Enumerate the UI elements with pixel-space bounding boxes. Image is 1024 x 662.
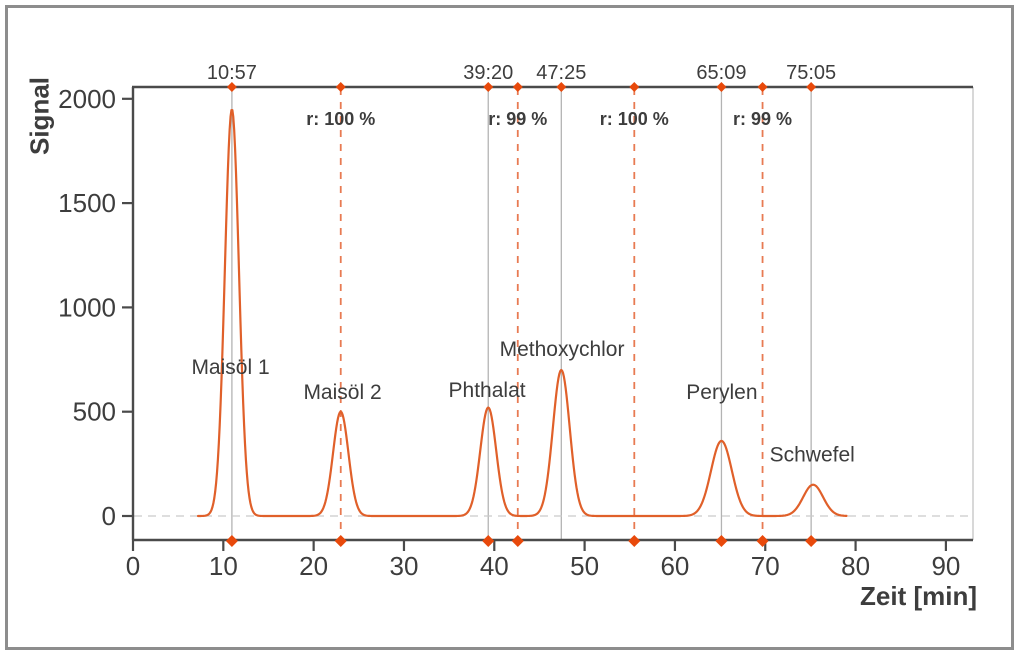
retention-time-label: 65:09 bbox=[696, 62, 746, 84]
y-tick-label: 0 bbox=[102, 501, 116, 531]
x-tick-label: 0 bbox=[126, 551, 140, 581]
y-tick-label: 500 bbox=[73, 397, 116, 427]
diamond-marker-icon bbox=[629, 82, 640, 92]
recovery-rate-label: r: 99 % bbox=[733, 109, 792, 129]
diamond-marker-icon bbox=[628, 535, 641, 547]
diamond-marker-icon bbox=[483, 82, 494, 92]
retention-time-label: 39:20 bbox=[463, 62, 513, 84]
diamond-marker-icon bbox=[806, 82, 817, 92]
diamond-marker-icon bbox=[715, 535, 728, 547]
peak-label: Maisöl 2 bbox=[303, 381, 381, 404]
diamond-marker-icon bbox=[482, 535, 495, 547]
diamond-marker-icon bbox=[556, 82, 567, 92]
peak-label: Methoxychlor bbox=[500, 338, 625, 361]
x-tick-label: 80 bbox=[841, 551, 870, 581]
x-tick-label: 40 bbox=[480, 551, 509, 581]
recovery-rate-label: r: 100 % bbox=[600, 109, 669, 129]
diamond-marker-icon bbox=[225, 535, 238, 547]
x-tick-label: 20 bbox=[299, 551, 328, 581]
diamond-marker-icon bbox=[805, 535, 818, 547]
x-tick-label: 50 bbox=[570, 551, 599, 581]
peak-label: Maisöl 1 bbox=[191, 356, 269, 379]
y-tick-label: 1000 bbox=[58, 292, 116, 322]
recovery-rate-label: r: 100 % bbox=[306, 109, 375, 129]
diamond-marker-icon bbox=[757, 82, 768, 92]
y-tick-label: 2000 bbox=[58, 84, 116, 114]
retention-time-label: 47:25 bbox=[536, 62, 586, 84]
x-tick-label: 60 bbox=[660, 551, 689, 581]
diamond-marker-icon bbox=[756, 535, 769, 547]
diamond-marker-icon bbox=[511, 535, 524, 547]
retention-time-label: 10:57 bbox=[207, 62, 257, 84]
diamond-marker-icon bbox=[512, 82, 523, 92]
diamond-marker-icon bbox=[334, 535, 347, 547]
peak-label: Schwefel bbox=[770, 443, 855, 466]
diamond-marker-icon bbox=[716, 82, 727, 92]
diamond-marker-icon bbox=[226, 82, 237, 92]
chromatogram-curve bbox=[196, 108, 848, 518]
x-tick-label: 30 bbox=[390, 551, 419, 581]
x-axis-title: Zeit [min] bbox=[860, 581, 977, 611]
diamond-marker-icon bbox=[335, 82, 346, 92]
y-tick-label: 1500 bbox=[58, 188, 116, 218]
x-tick-label: 10 bbox=[209, 551, 238, 581]
x-tick-label: 70 bbox=[751, 551, 780, 581]
peak-label: Perylen bbox=[686, 381, 757, 404]
peak-label: Phthalat bbox=[449, 379, 526, 402]
recovery-rate-label: r: 99 % bbox=[488, 109, 547, 129]
x-tick-label: 90 bbox=[931, 551, 960, 581]
retention-time-label: 75:05 bbox=[786, 62, 836, 84]
